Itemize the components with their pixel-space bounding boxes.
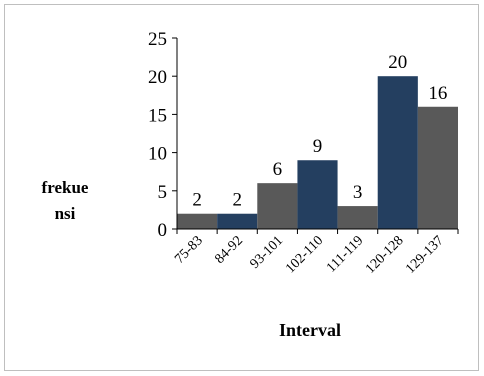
data-label-129-137: 16 [428,83,447,104]
data-label-120-128: 20 [388,52,407,73]
y-tick-label-0: 0 [158,220,168,241]
bar-75-83 [177,213,218,229]
x-axis: 75-83 84-92 93-101102-110111-119120-128129… [172,228,459,277]
bar-129-137 [417,106,458,229]
data-label-111-119: 3 [353,182,363,203]
y-axis-label-line-2: nsi [55,204,76,223]
y-axis: 0 5 10 15 20 25 [148,29,178,241]
x-tick-label-102-110: 102-110 [283,233,326,276]
x-tick-label-75-83: 75-83 [172,233,206,267]
y-tick-label-25: 25 [148,29,167,50]
x-tick-label-93-101: 93-101 [248,233,287,272]
x-tick-label-129-137: 129-137 [403,233,447,277]
bar-111-119 [337,206,378,229]
bars-group [177,76,458,229]
bar-102-110 [297,160,338,229]
x-tick-label-84-92: 84-92 [212,233,246,267]
bar-84-92 [217,213,258,229]
x-axis-label: Interval [279,320,341,340]
y-tick-label-5: 5 [158,182,168,203]
data-label-102-110: 9 [313,136,323,157]
data-label-84-92: 2 [232,190,242,211]
x-tick-label-120-128: 120-128 [363,233,407,277]
bar-93-101 [257,183,298,229]
bar-120-128 [377,76,418,229]
data-label-93-101: 6 [273,159,283,180]
data-label-75-83: 2 [192,190,202,211]
y-axis-label-line-1: frekue [42,178,89,197]
y-tick-label-10: 10 [148,144,167,165]
data-labels-group: 2 2 6 9 3 20 16 [192,52,447,211]
x-tick-label-111-119: 111-119 [324,233,367,276]
y-tick-label-15: 15 [148,105,167,126]
y-tick-label-20: 20 [148,67,167,88]
